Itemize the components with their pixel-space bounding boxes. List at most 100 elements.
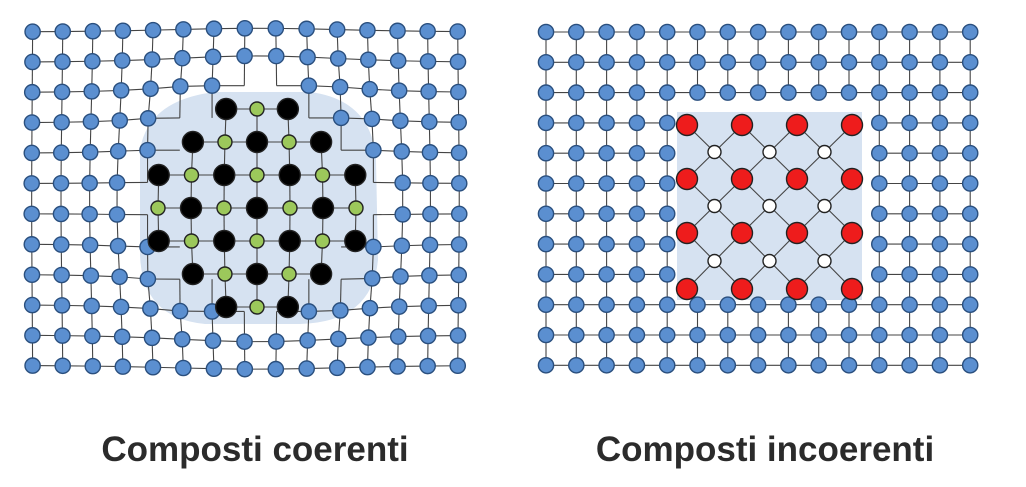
white-atom [817,253,832,269]
host-atom [628,296,646,314]
green-atom [314,233,331,249]
host-atom [393,143,411,160]
host-atom [568,235,585,253]
host-atom [537,235,555,253]
host-atom [113,52,131,69]
host-atom [537,23,555,41]
host-atom [961,144,979,162]
host-atom [689,356,706,374]
host-atom [537,84,555,101]
host-atom [299,48,316,66]
host-atom [108,174,126,191]
white-atom [707,144,722,160]
red-atom [675,277,699,301]
host-atom [931,235,949,253]
green-atom [314,167,331,183]
host-atom [389,328,407,345]
host-atom [658,296,676,314]
coherent-lattice-atoms [23,20,468,378]
host-atom [598,144,615,162]
host-atom [658,114,676,132]
host-atom [363,110,381,128]
host-atom [205,20,223,38]
host-atom [52,236,70,253]
host-atom [449,53,467,71]
host-atom [598,205,615,223]
host-atom [24,53,41,71]
host-atom [689,84,706,101]
green-atom [150,200,166,216]
host-atom [390,82,408,99]
host-atom [332,302,349,319]
white-atom [707,253,722,269]
host-atom [961,114,979,132]
host-atom [598,266,615,283]
host-atom [961,54,979,71]
host-atom [810,23,828,41]
red-atom [730,113,754,137]
host-atom [450,175,468,192]
host-atom [961,205,979,223]
host-atom [598,114,615,132]
host-atom [658,356,676,374]
host-atom [365,238,382,256]
host-atom [568,54,585,71]
host-atom [23,296,41,314]
green-atom [217,134,233,150]
host-atom [901,326,918,344]
host-atom [598,356,615,374]
host-atom [961,23,979,41]
host-atom [749,84,767,101]
incoherent-lattice-panel [537,23,979,374]
host-atom [84,22,102,40]
host-atom [780,296,797,314]
black-atom [309,262,333,286]
host-atom [931,175,949,192]
host-atom [236,333,253,350]
host-atom [81,236,99,254]
red-atom [785,167,809,191]
host-atom [328,359,346,377]
host-atom [901,144,918,162]
host-atom [204,48,222,66]
host-atom [421,236,439,254]
host-atom [931,144,949,162]
black-atom [344,163,367,187]
host-atom [537,326,555,344]
host-atom [361,299,379,317]
host-atom [84,52,101,70]
host-atom [23,266,41,284]
host-atom [749,326,767,344]
host-atom [450,296,467,314]
host-atom [658,54,676,71]
host-atom [568,205,585,223]
host-atom [871,54,888,71]
caption-coherent: Composti coerenti [101,430,409,469]
host-atom [139,270,157,288]
host-atom [332,109,350,127]
host-atom [598,54,615,71]
host-atom [363,270,381,287]
host-atom [53,113,70,131]
host-atom [205,360,223,378]
host-atom [23,236,41,253]
host-atom [961,266,979,283]
green-atom [183,233,200,249]
host-atom [52,144,70,162]
host-atom [931,266,949,283]
host-atom [172,78,189,95]
black-atom [276,97,300,121]
green-atom [249,233,265,249]
host-atom [871,144,888,162]
host-atom [421,113,438,131]
host-atom [331,78,349,96]
host-atom [658,84,676,101]
host-atom [139,110,157,127]
host-atom [598,23,615,41]
host-atom [54,53,71,70]
host-atom [628,205,646,223]
host-atom [689,23,706,41]
host-atom [392,112,409,130]
host-atom [931,54,949,71]
host-atom [719,23,737,41]
